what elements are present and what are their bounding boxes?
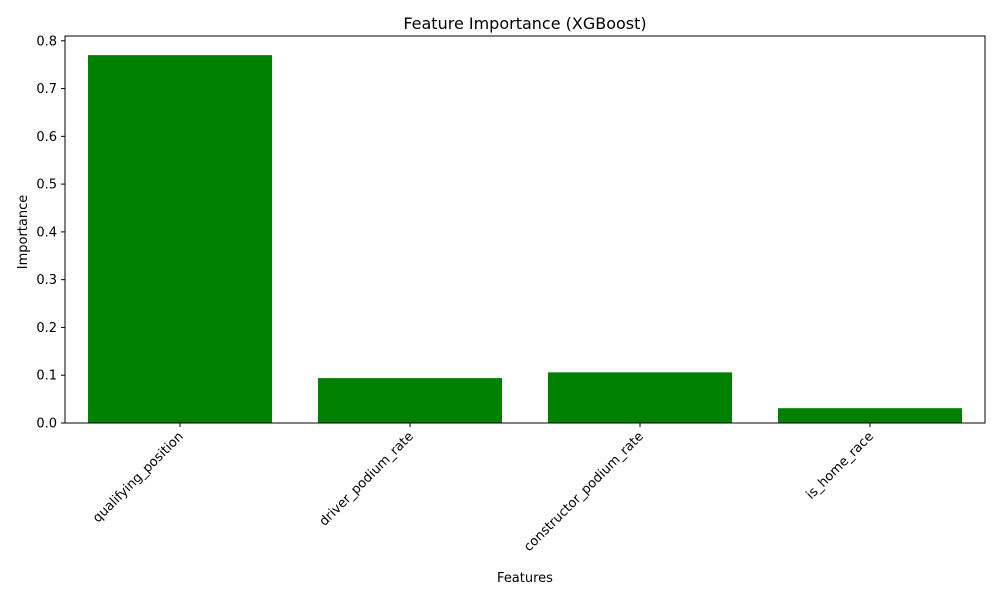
y-tick-label: 0.4 xyxy=(36,225,57,240)
y-tick-label: 0.8 xyxy=(36,34,57,49)
bar-is-home-race xyxy=(778,408,962,423)
y-tick-label: 0.0 xyxy=(36,417,57,432)
bar-constructor-podium-rate xyxy=(548,372,732,423)
y-tick-label: 0.1 xyxy=(36,369,57,384)
x-axis-label: Features xyxy=(497,571,553,586)
y-axis-label: Importance xyxy=(16,195,31,270)
y-tick-label: 0.3 xyxy=(36,273,57,288)
bar-driver-podium-rate xyxy=(318,378,502,423)
y-axis-ticks: 0.0 0.1 0.2 0.3 0.4 0.5 0.6 0.7 0.8 xyxy=(36,34,65,432)
plot-frame xyxy=(64,35,986,424)
y-tick-label: 0.5 xyxy=(36,178,57,193)
y-tick-label: 0.7 xyxy=(36,82,57,97)
y-tick-label: 0.2 xyxy=(36,321,57,336)
y-tick-label: 0.6 xyxy=(36,130,57,145)
chart-title: Feature Importance (XGBoost) xyxy=(403,14,646,33)
bar-qualifying-position xyxy=(88,55,272,423)
bars-group xyxy=(88,55,962,423)
